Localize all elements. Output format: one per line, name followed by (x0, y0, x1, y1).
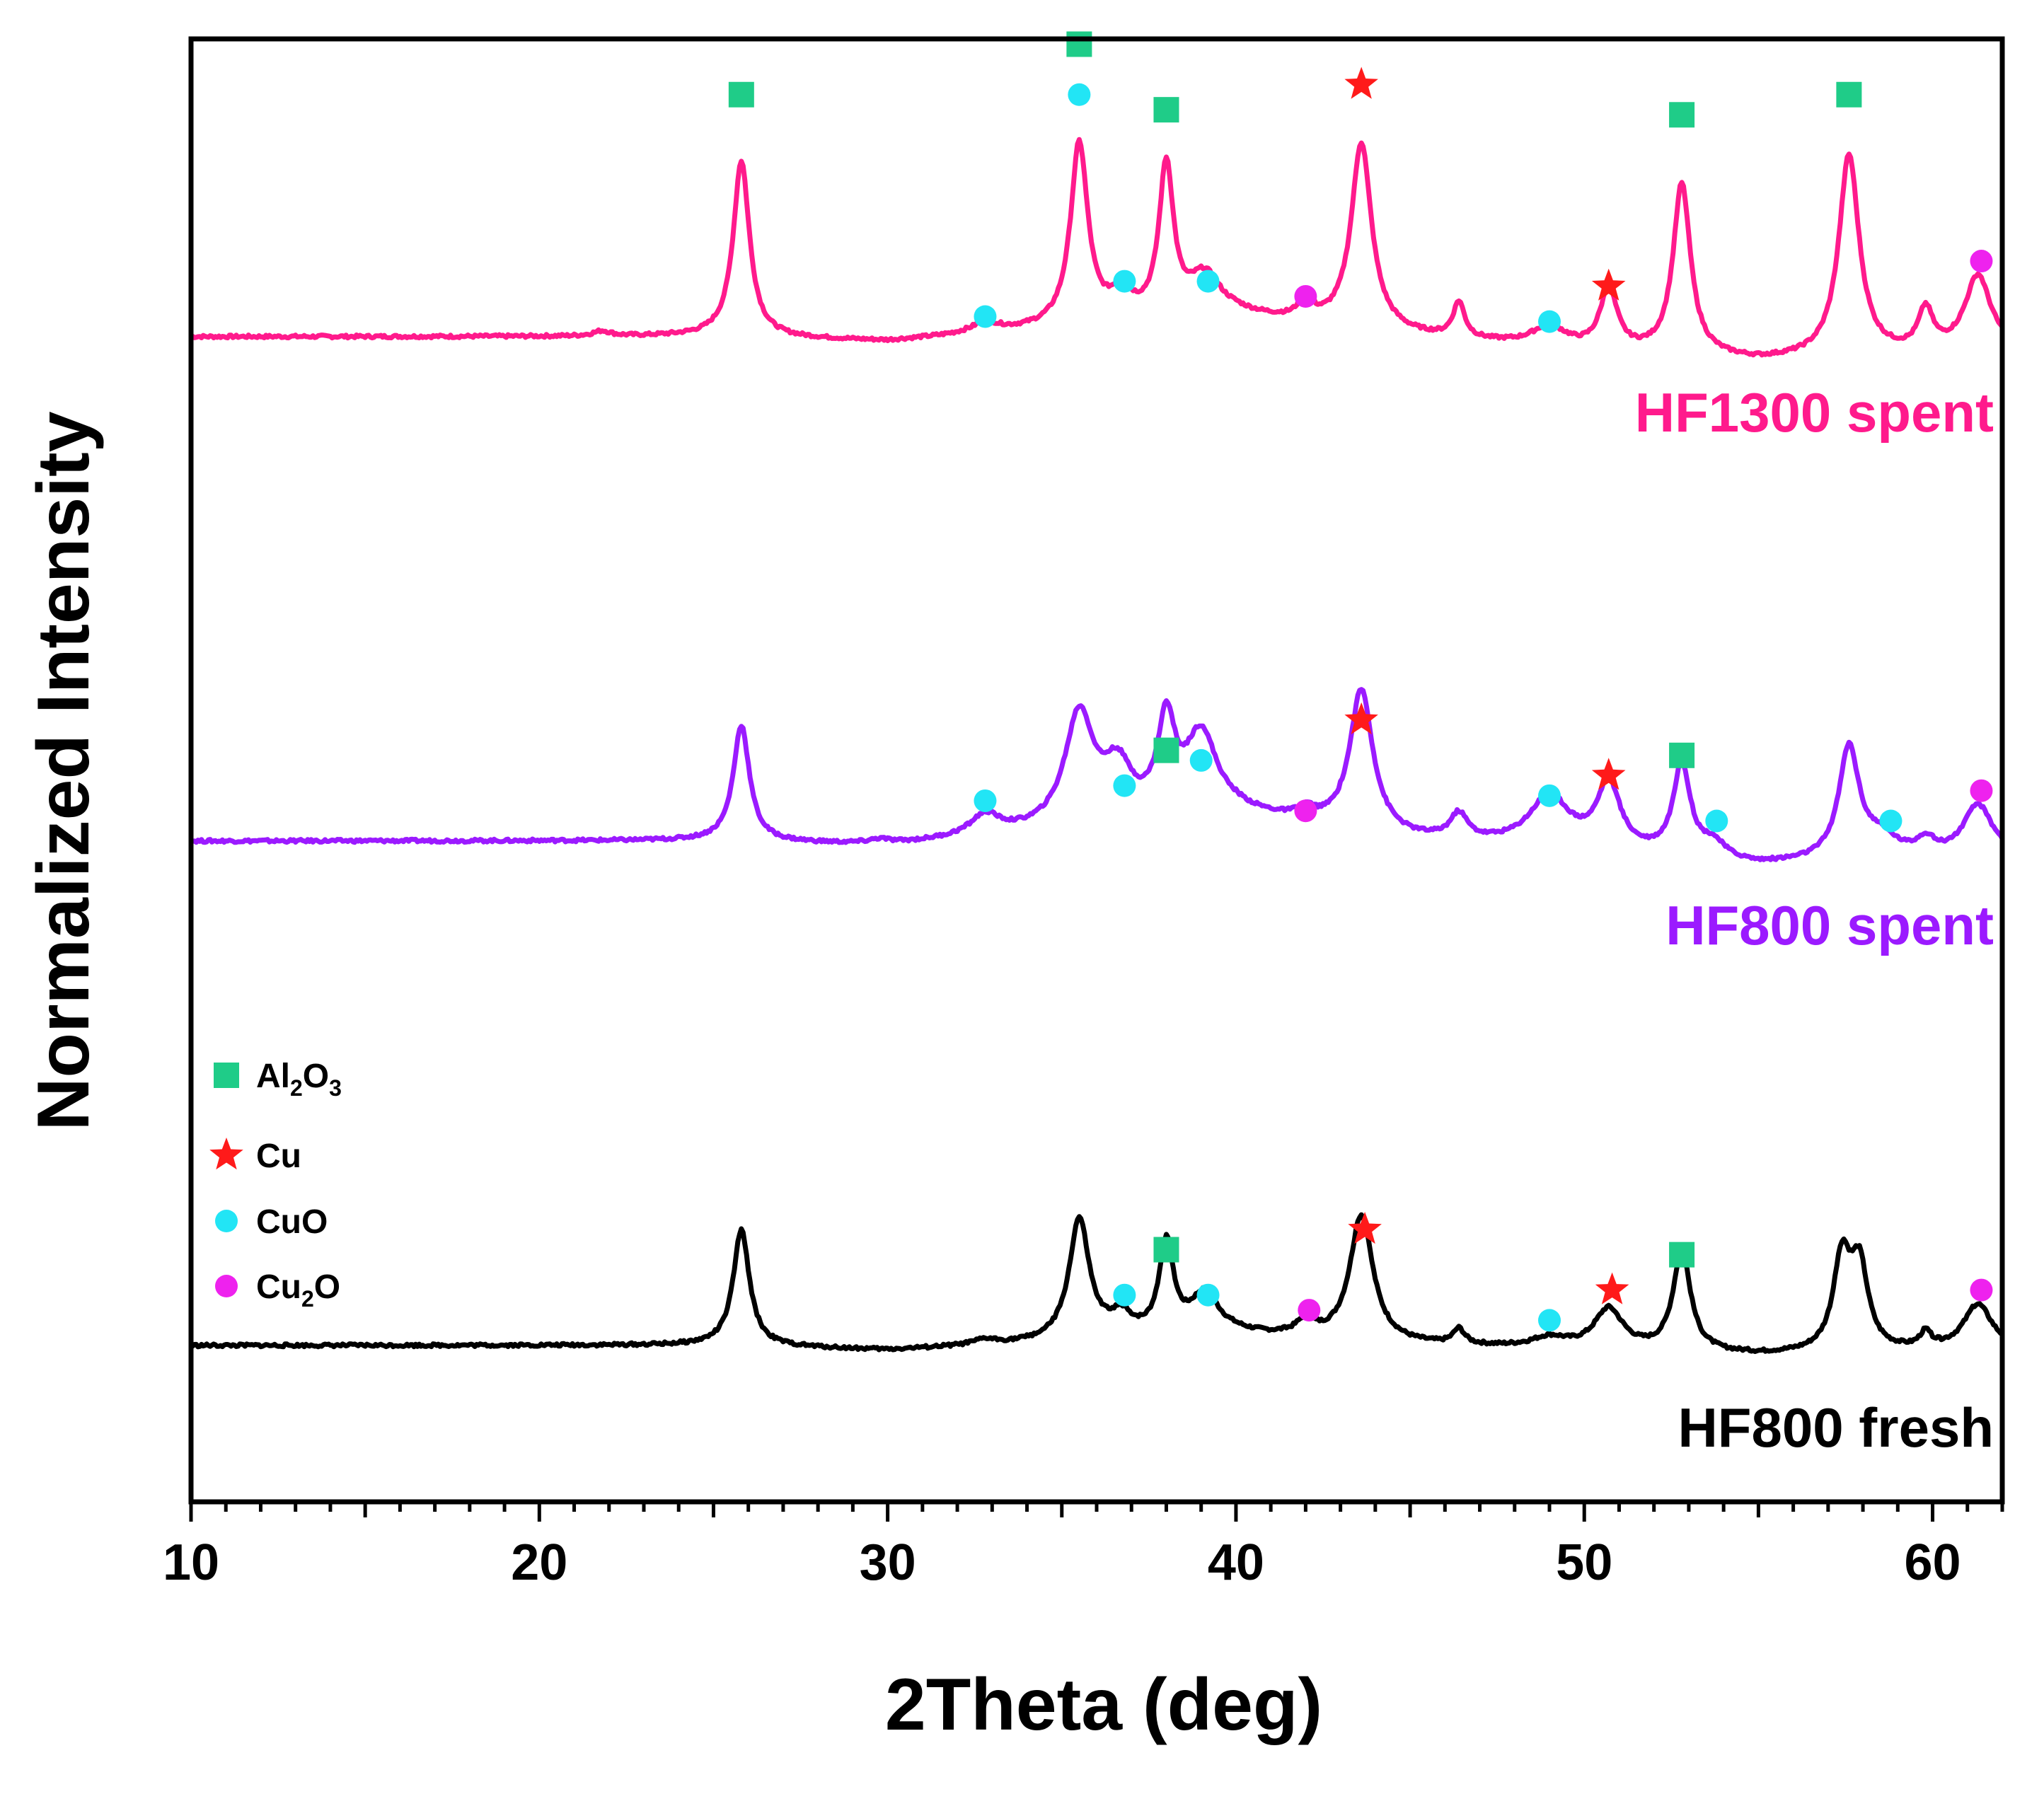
x-tick-label: 50 (1556, 1534, 1612, 1591)
x-axis-title: 2Theta (deg) (885, 1664, 1322, 1746)
marker-al2o3-hf1300-spent (728, 81, 754, 108)
legend-cuo-label: CuO (256, 1203, 328, 1241)
series-labels: HF1300 spent HF800 spent HF800 fresh (1635, 381, 1994, 1459)
marker-cuo-hf1300-spent (1068, 83, 1091, 106)
marker-cuo-hf800-fresh (1538, 1309, 1561, 1332)
marker-al2o3-hf1300-spent (1669, 102, 1695, 128)
marker-cuo-hf1300-spent (974, 305, 997, 328)
marker-al2o3-hf800-spent (1153, 737, 1179, 763)
legend-cu-label: Cu (256, 1138, 301, 1175)
marker-cu2o-hf800-fresh (1298, 1299, 1321, 1322)
marker-cu-hf800-fresh (1595, 1272, 1629, 1304)
x-tick-label: 30 (860, 1534, 916, 1591)
marker-cuo-hf800-spent (1538, 784, 1561, 807)
x-tick-label: 20 (511, 1534, 567, 1591)
legend-cuo-symbol (215, 1210, 238, 1232)
marker-cuo-hf1300-spent (1113, 270, 1136, 293)
curve-hf800-spent (189, 687, 2005, 862)
legend: Al2O3 Cu CuO Cu2O (209, 1058, 342, 1312)
marker-cuo-hf800-spent (1189, 748, 1213, 772)
marker-al2o3-hf1300-spent (1836, 81, 1862, 108)
legend-cu-symbol (209, 1138, 243, 1170)
curve-hf1300-spent (190, 137, 2004, 358)
marker-cu2o-hf1300-spent (1294, 284, 1317, 308)
series-label-hf800-spent: HF800 spent (1665, 894, 1994, 956)
marker-cuo-hf1300-spent (1538, 310, 1561, 333)
marker-cuo-hf800-spent (1113, 774, 1136, 797)
series-curves (189, 137, 2005, 1354)
marker-cu2o-hf800-spent (1294, 799, 1317, 823)
x-tick-label: 60 (1904, 1534, 1961, 1591)
marker-al2o3-hf800-fresh (1153, 1237, 1179, 1263)
marker-cu2o-hf1300-spent (1970, 250, 1993, 273)
marker-al2o3-hf1300-spent (1153, 97, 1179, 123)
marker-cuo-hf800-fresh (1196, 1283, 1220, 1307)
y-axis-title: Normalized Intensity (23, 411, 105, 1130)
series-label-hf1300-spent: HF1300 spent (1635, 381, 1994, 444)
marker-cu-hf1300-spent (1591, 268, 1626, 301)
marker-cu-hf1300-spent (1344, 66, 1378, 99)
legend-cu2o-symbol (215, 1275, 238, 1297)
marker-al2o3-hf800-spent (1669, 742, 1695, 768)
marker-cuo-hf800-spent (1879, 809, 1902, 833)
marker-cu-hf800-fresh (1348, 1212, 1382, 1244)
series-label-hf800-fresh: HF800 fresh (1678, 1396, 1994, 1459)
x-tick-label: 10 (163, 1534, 219, 1591)
marker-cuo-hf800-spent (1705, 809, 1728, 833)
phase-markers (728, 31, 1993, 1332)
marker-cu2o-hf800-fresh (1970, 1278, 1993, 1302)
marker-cuo-hf800-spent (974, 789, 997, 812)
marker-cuo-hf800-fresh (1113, 1283, 1136, 1307)
legend-cu2o-label: Cu2O (256, 1268, 340, 1312)
x-axis-ticks: 10 20 30 40 50 60 (163, 1502, 2004, 1591)
legend-al2o3-symbol (214, 1063, 239, 1088)
marker-cuo-hf1300-spent (1196, 270, 1220, 293)
legend-al2o3-label: Al2O3 (256, 1058, 342, 1101)
marker-cu-hf800-spent (1591, 758, 1626, 790)
marker-al2o3-hf800-fresh (1669, 1242, 1695, 1268)
marker-cu2o-hf800-spent (1970, 779, 1993, 802)
marker-al2o3-hf1300-spent (1066, 31, 1092, 57)
curve-hf800-fresh (190, 1212, 2004, 1354)
x-tick-label: 40 (1208, 1534, 1264, 1591)
marker-cu-hf800-spent (1344, 702, 1378, 735)
